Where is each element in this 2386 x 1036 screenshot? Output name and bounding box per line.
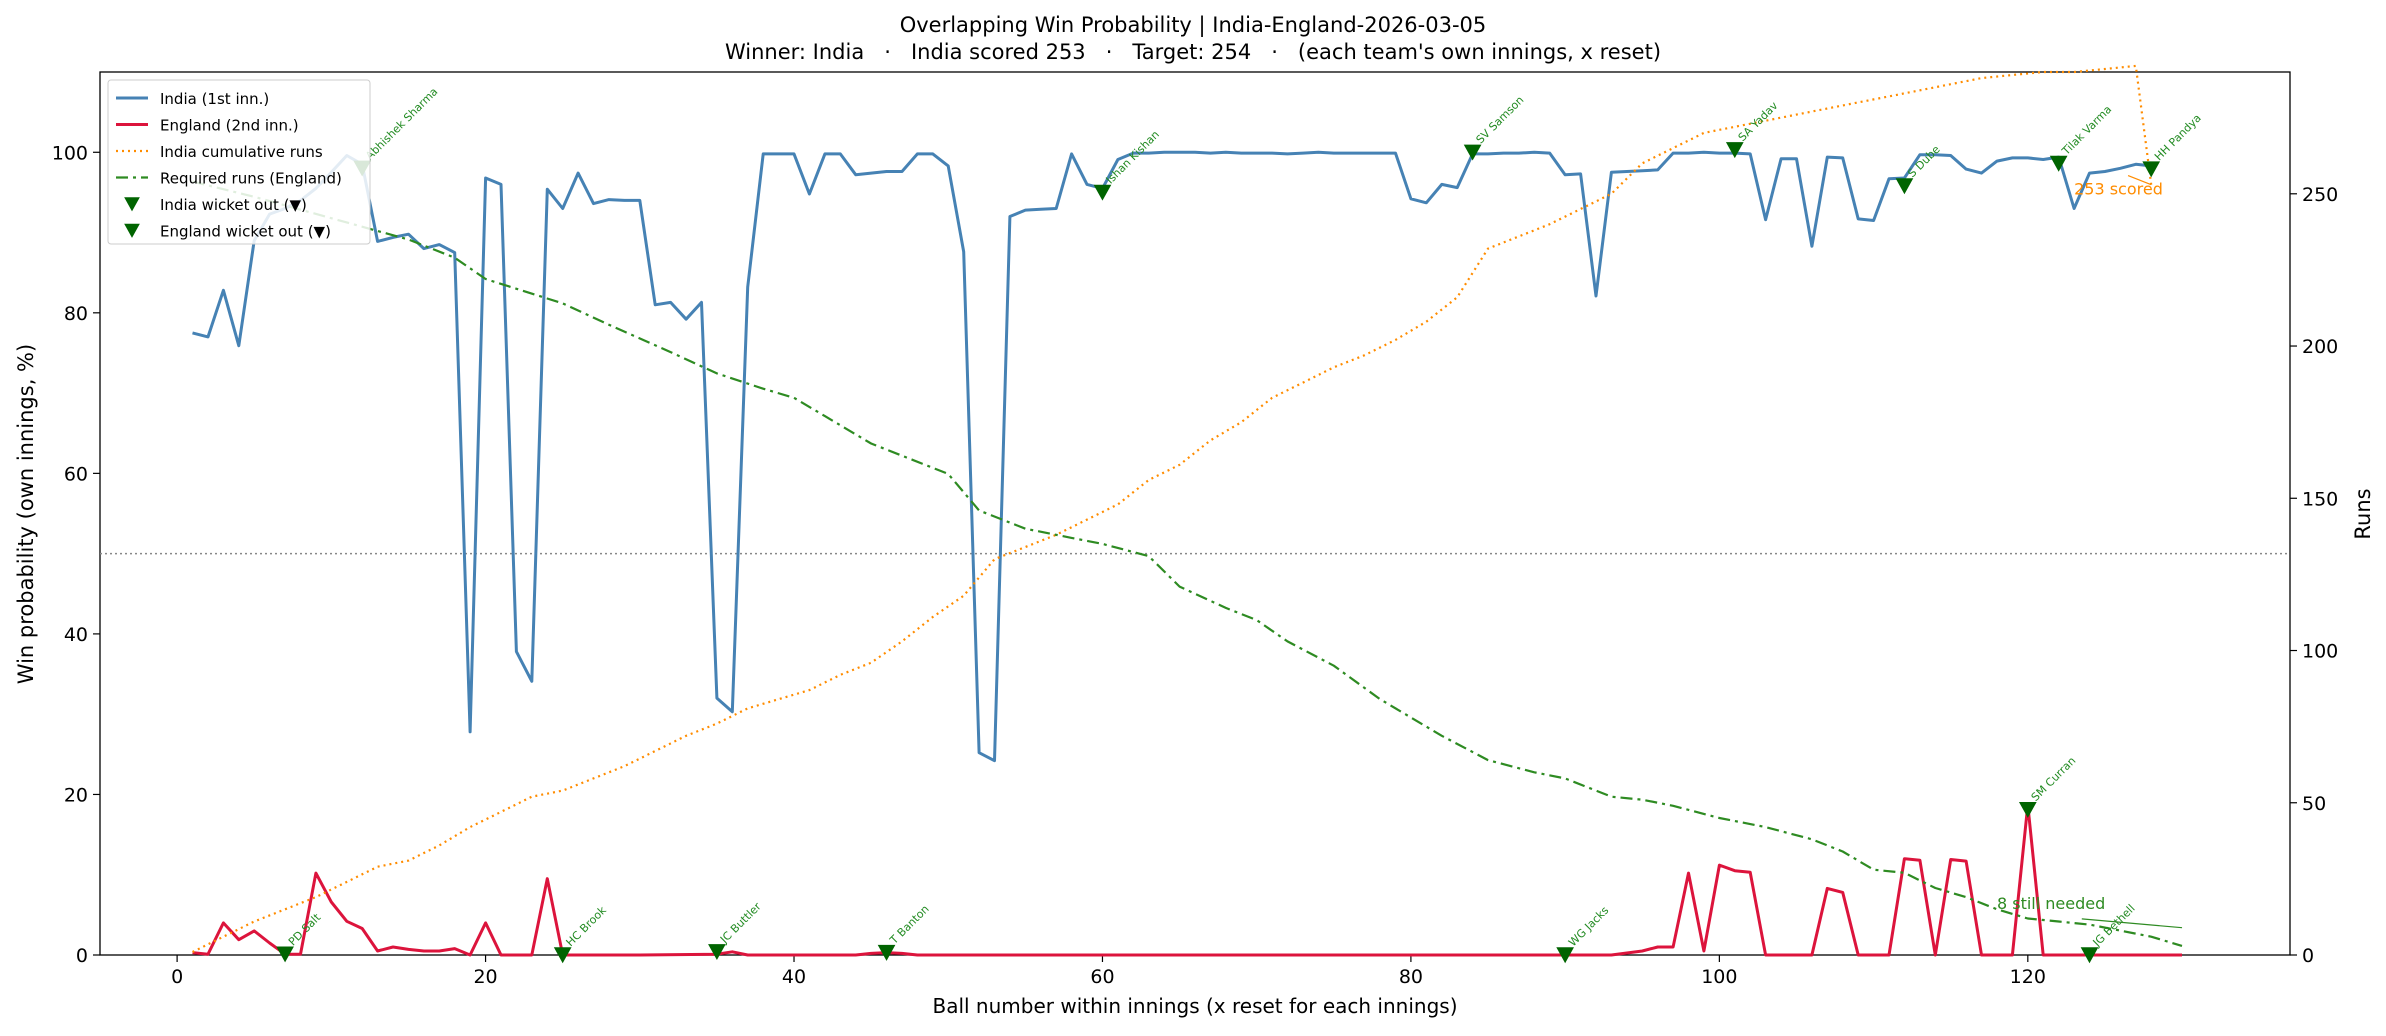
chart-title: Overlapping Win Probability | India-Engl… [900, 13, 1487, 38]
y2-tick-label: 150 [2302, 488, 2338, 510]
legend-label: England (2nd inn.) [160, 117, 299, 135]
series-line-india-cumulative-runs [192, 64, 2153, 953]
x-axis-label: Ball number within innings (x reset for … [932, 994, 1457, 1018]
y2-tick-label: 100 [2302, 641, 2338, 663]
annotation-still-needed-arrow [2081, 918, 2183, 929]
y2-tick-label: 50 [2302, 793, 2326, 815]
england-wicket-label: WG Jacks [1566, 904, 1611, 949]
england-wicket-label: SM Curran [2029, 754, 2079, 804]
india-wicket-marker [2142, 161, 2161, 178]
y-tick-label: 40 [64, 624, 88, 646]
england-wicket-label: PD Salt [286, 911, 324, 949]
india-wicket-marker [1895, 178, 1914, 195]
x-tick-label: 80 [1399, 966, 1423, 988]
annotation-runs-arrow [2127, 174, 2152, 186]
england-wicket-label: JC Buttler [717, 900, 764, 947]
legend-marker [124, 223, 140, 238]
legend-marker [124, 197, 140, 212]
india-wicket-marker [1463, 144, 1482, 161]
legend-label: Required runs (England) [160, 170, 342, 188]
england-wicket-marker [877, 944, 896, 961]
legend-label: India cumulative runs [160, 143, 323, 161]
y2-axis-label: Runs [2351, 488, 2375, 539]
x-tick-label: 0 [171, 966, 183, 988]
x-tick-label: 40 [782, 966, 806, 988]
y-tick-label: 80 [64, 303, 88, 325]
annotation-runs-scored: 253 scored [2074, 180, 2163, 199]
legend-label: India (1st inn.) [160, 90, 269, 108]
england-wicket-marker [276, 946, 294, 963]
y-tick-label: 60 [64, 463, 88, 485]
y2-tick-label: 200 [2302, 336, 2338, 358]
england-wicket-label: T Banton [887, 903, 932, 948]
annotation-still-needed: 8 still needed [1997, 894, 2105, 913]
india-wicket-label: HH Pandya [2152, 112, 2204, 164]
england-wicket-marker [708, 944, 726, 961]
england-wicket-marker [2080, 947, 2099, 964]
india-wicket-label: SV Samson [1474, 93, 1527, 146]
y-tick-label: 100 [52, 142, 88, 164]
y-tick-label: 20 [64, 784, 88, 806]
y2-tick-label: 0 [2302, 945, 2314, 967]
india-wicket-label: Abhishek Sharma [363, 85, 440, 162]
india-wicket-label: S Dube [1905, 143, 1942, 180]
x-tick-label: 60 [1090, 966, 1114, 988]
india-wicket-label: Tilak Varma [2059, 103, 2114, 158]
y-axis-label: Win probability (own innings, %) [14, 344, 38, 684]
chart-subtitle: Winner: India · India scored 253 · Targe… [725, 40, 1661, 64]
legend: India (1st inn.) England (2nd inn.) India … [107, 79, 371, 245]
england-wicket-marker [1556, 947, 1574, 964]
india-wicket-label: SA Yadav [1736, 99, 1781, 144]
y2-tick-label: 250 [2302, 184, 2338, 206]
series-line-england-2nd-inn [192, 803, 2182, 957]
y-tick-label: 0 [76, 945, 88, 967]
india-wicket-marker [1093, 184, 1112, 201]
india-wicket-marker [1725, 142, 1744, 159]
series-line-india-1st-inn [192, 150, 2152, 763]
x-tick-label: 20 [473, 966, 497, 988]
england-wicket-label: HC Brook [564, 903, 610, 949]
india-wicket-label: Ishan Kishan [1103, 128, 1162, 187]
legend-label: England wicket out (▼) [160, 223, 331, 241]
england-wicket-marker [553, 947, 572, 964]
series-line-required-runs-england [192, 180, 2183, 947]
england-wicket-marker [2018, 802, 2037, 818]
legend-label: India wicket out (▼) [160, 196, 307, 214]
legend-box [107, 79, 371, 245]
plot-frame [99, 71, 2291, 956]
x-tick-label: 120 [2010, 966, 2046, 988]
x-tick-label: 100 [1701, 966, 1737, 988]
india-wicket-marker [2049, 155, 2068, 172]
